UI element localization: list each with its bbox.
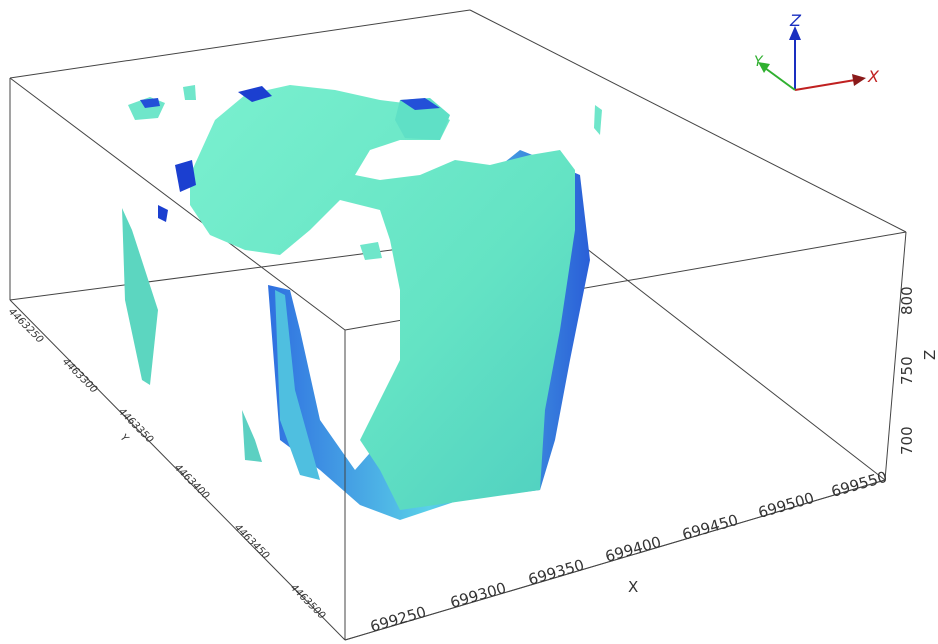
x-tick-label: 699400: [603, 533, 663, 566]
x-tick-label: 699450: [680, 511, 740, 544]
x-axis-label: X: [628, 578, 638, 596]
x-tick-label: 699250: [368, 603, 428, 636]
y-tick-label: 4463400: [172, 462, 211, 501]
y-axis-label: Y: [118, 432, 131, 445]
z-tick-label: 800: [898, 286, 916, 315]
z-axis-label: Z: [921, 350, 938, 360]
x-tick-label: 699350: [526, 556, 586, 589]
triad-label: Z: [789, 11, 802, 30]
scene-3d: 699250 699300 699350 699400 699450 69950…: [0, 0, 938, 644]
y-tick-label: 4463250: [6, 306, 45, 345]
z-axis: 700 750 800 Z: [898, 286, 938, 455]
x-tick-label: 699300: [448, 579, 508, 612]
isosurface: [122, 85, 602, 520]
y-tick-label: 4463300: [60, 356, 99, 395]
orientation-triad: Z X Y: [754, 11, 880, 90]
x-tick-label: 699500: [756, 489, 816, 522]
x-tick-label: 699550: [829, 468, 889, 501]
y-tick-label: 4463500: [288, 582, 327, 621]
y-tick-label: 4463450: [232, 522, 271, 561]
z-tick-label: 750: [898, 356, 916, 385]
z-tick-label: 700: [898, 426, 916, 455]
triad-label: X: [867, 67, 880, 86]
triad-label: Y: [754, 54, 764, 70]
